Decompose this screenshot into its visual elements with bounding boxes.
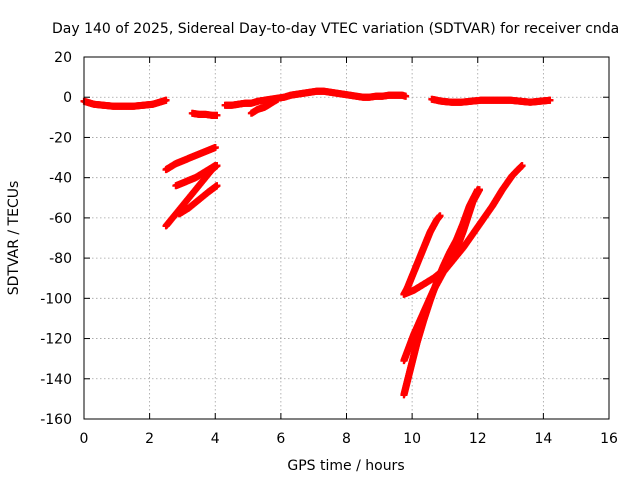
- x-tick-label: 14: [534, 431, 552, 447]
- data-point: [546, 96, 554, 104]
- data-point: [474, 186, 482, 194]
- y-tick-label: 0: [63, 90, 72, 106]
- series-6: [162, 144, 219, 174]
- x-tick-label: 6: [276, 431, 285, 447]
- y-tick-label: -40: [49, 171, 72, 187]
- y-tick-label: 20: [54, 50, 72, 66]
- x-tick-label: 0: [80, 431, 89, 447]
- series-8: [162, 162, 221, 230]
- x-tick-label: 8: [342, 431, 351, 447]
- data-point: [436, 212, 444, 220]
- x-tick-label: 12: [469, 431, 487, 447]
- series-10: [400, 212, 444, 298]
- data-point: [211, 144, 219, 151]
- data-point: [518, 162, 526, 170]
- data-point: [213, 182, 221, 190]
- series-1: [80, 96, 170, 110]
- data-point: [162, 96, 170, 104]
- x-tick-label: 16: [600, 431, 618, 447]
- y-tick-label: -80: [49, 251, 72, 267]
- series-3: [221, 87, 410, 109]
- x-axis-label: GPS time / hours: [287, 458, 404, 474]
- y-tick-label: -100: [40, 291, 72, 307]
- axis-ticks: [83, 56, 610, 420]
- y-tick-labels: -160 -140 -120 -100 -80 -60 -40 -20 0 20: [40, 50, 72, 428]
- x-tick-label: 2: [145, 431, 154, 447]
- y-tick-label: -120: [40, 332, 72, 348]
- data-point: [213, 111, 221, 119]
- y-tick-label: -20: [49, 130, 72, 146]
- chart-title: Day 140 of 2025, Sidereal Day-to-day VTE…: [52, 21, 619, 37]
- data-point: [274, 95, 282, 103]
- series-13: [400, 186, 482, 399]
- x-tick-label: 10: [403, 431, 421, 447]
- data-points: [80, 87, 554, 399]
- series-4: [247, 95, 282, 117]
- y-axis-label: SDTVAR / TECUs: [6, 181, 22, 296]
- x-tick-label: 4: [211, 431, 220, 447]
- data-point: [402, 92, 410, 100]
- y-tick-label: -140: [40, 372, 72, 388]
- y-tick-label: -160: [40, 412, 72, 428]
- grid: [84, 57, 609, 419]
- series-2: [188, 109, 221, 119]
- x-tick-labels: 0 2 4 6 8 10 12 14 16: [80, 431, 618, 447]
- y-tick-label: -60: [49, 211, 72, 227]
- series-9: [175, 182, 221, 218]
- series-5: [428, 95, 554, 106]
- data-point: [213, 162, 221, 170]
